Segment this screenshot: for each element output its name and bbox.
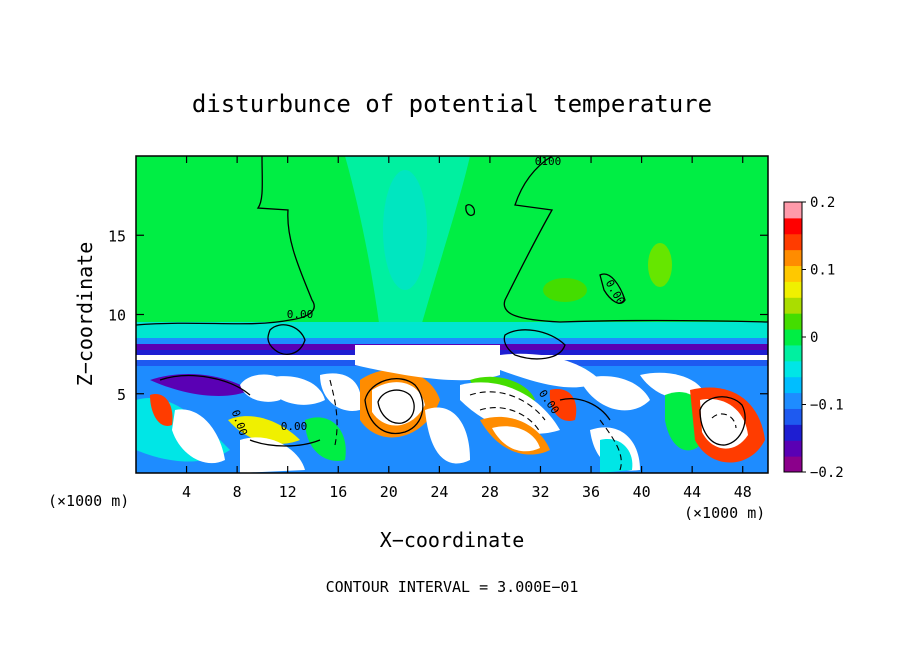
colorbar-swatch	[784, 408, 802, 425]
lower-white-14	[240, 374, 290, 402]
x-axis-label: X−coordinate	[380, 528, 525, 552]
y-tick-label: 5	[117, 386, 126, 404]
lower-white-9	[500, 353, 600, 388]
x-tick-label: 48	[734, 483, 752, 501]
colorbar-tick-label: −0.1	[810, 398, 844, 414]
colorbar-swatch	[784, 360, 802, 378]
contour-interval-note: CONTOUR INTERVAL = 3.000E−01	[326, 578, 579, 596]
dashed-contour-2	[479, 407, 541, 433]
contour-knot-4	[465, 204, 476, 217]
x-tick-label: 40	[633, 483, 651, 501]
upper-light-patch-2	[543, 278, 587, 302]
lower-white-7	[460, 382, 560, 434]
x-tick-label: 20	[380, 483, 398, 501]
dashed-contour-1	[469, 391, 546, 421]
y-tick-label: 10	[108, 307, 126, 325]
contour-knot-3	[599, 273, 626, 304]
colorbar-tick-label: 0.1	[810, 263, 835, 279]
colorbar-swatch	[784, 456, 802, 473]
x-unit-left: (×1000 m)	[48, 492, 129, 510]
colorbar-swatch	[784, 297, 802, 314]
x-tick-label: 28	[481, 483, 499, 501]
transition-band	[136, 322, 768, 338]
colorbar-swatch	[784, 249, 802, 267]
x-tick-label: 12	[279, 483, 297, 501]
lower-white-3	[240, 437, 305, 473]
contour-knot-1	[267, 324, 306, 355]
upper-cyan-patch	[383, 170, 427, 290]
contour-label: 0100	[535, 155, 562, 168]
lower-orange-3	[549, 389, 577, 421]
colorbar-swatch	[784, 217, 802, 235]
contour-mid-2	[559, 398, 611, 421]
colorbar-tick-label: 0	[810, 330, 818, 346]
colorbar-swatch	[784, 313, 802, 330]
lower-white-6	[425, 407, 470, 464]
upper-light-patch-1	[648, 243, 672, 287]
lower-white-1	[172, 409, 225, 464]
dashed-contour-3	[329, 379, 338, 446]
y-axis-ticks: 5 10 15	[108, 227, 768, 404]
dashed-contours	[329, 379, 737, 471]
contour-core-2	[377, 389, 415, 424]
lower-cyan-2	[600, 439, 633, 473]
lower-yellow-1	[228, 416, 300, 444]
colorbar-swatch	[784, 424, 802, 441]
colorbar-swatch	[784, 281, 802, 298]
contour-mid-1	[249, 439, 321, 447]
contour-lines	[136, 156, 768, 447]
lower-green-1	[305, 417, 346, 461]
colorbar-swatch	[784, 344, 802, 362]
contour-upper-left	[136, 156, 315, 326]
y-tick-label: 15	[108, 227, 126, 245]
x-tick-label: 4	[182, 483, 191, 501]
colorbar	[784, 202, 802, 473]
colorbar-swatch	[784, 233, 802, 251]
plot-area: 0.00 0.00 0.00 0.00 0.00 0100	[136, 155, 768, 473]
colorbar-swatch	[784, 392, 802, 409]
x-unit-right: (×1000 m)	[684, 504, 765, 522]
lower-red-1	[150, 394, 173, 426]
contour-core-1	[364, 378, 424, 434]
colorbar-swatch	[784, 440, 802, 457]
contour-label: 0.00	[281, 420, 308, 433]
lower-white-8	[492, 426, 540, 452]
x-tick-label: 16	[329, 483, 347, 501]
contour-knot-2	[503, 329, 566, 360]
colorbar-swatch	[784, 265, 802, 282]
lower-purple-1	[150, 374, 250, 396]
contour-right-eddy	[699, 396, 746, 446]
lower-white-13	[700, 399, 748, 449]
colorbar-swatch	[784, 376, 802, 394]
chart-title: disturbunce of potential temperature	[192, 90, 712, 118]
colorbar-tick-labels: 0.2 0.1 0 −0.1 −0.2	[802, 195, 844, 481]
x-tick-label: 36	[582, 483, 600, 501]
x-tick-label: 8	[233, 483, 242, 501]
lower-white-5	[355, 345, 500, 381]
contour-left-eddy	[159, 374, 251, 396]
dashed-contour-4	[599, 419, 622, 471]
contour-label: 0.00	[287, 308, 314, 321]
colorbar-swatch	[784, 329, 802, 346]
y-axis-label: Z−coordinate	[73, 242, 97, 387]
x-tick-label: 32	[531, 483, 549, 501]
x-tick-label: 24	[430, 483, 448, 501]
colorbar-tick-label: −0.2	[810, 465, 844, 481]
lower-white-12	[640, 372, 705, 400]
x-tick-label: 44	[683, 483, 701, 501]
dashed-contour-5	[711, 413, 737, 429]
lower-white-10	[580, 376, 650, 411]
colorbar-swatch	[784, 202, 802, 219]
contour-upper-right	[503, 156, 768, 323]
colorbar-tick-label: 0.2	[810, 195, 835, 211]
blue-band-1	[136, 338, 768, 344]
x-axis-ticks: 4 8 12 16 20 24 28 32 36 40 44 48	[182, 156, 752, 501]
